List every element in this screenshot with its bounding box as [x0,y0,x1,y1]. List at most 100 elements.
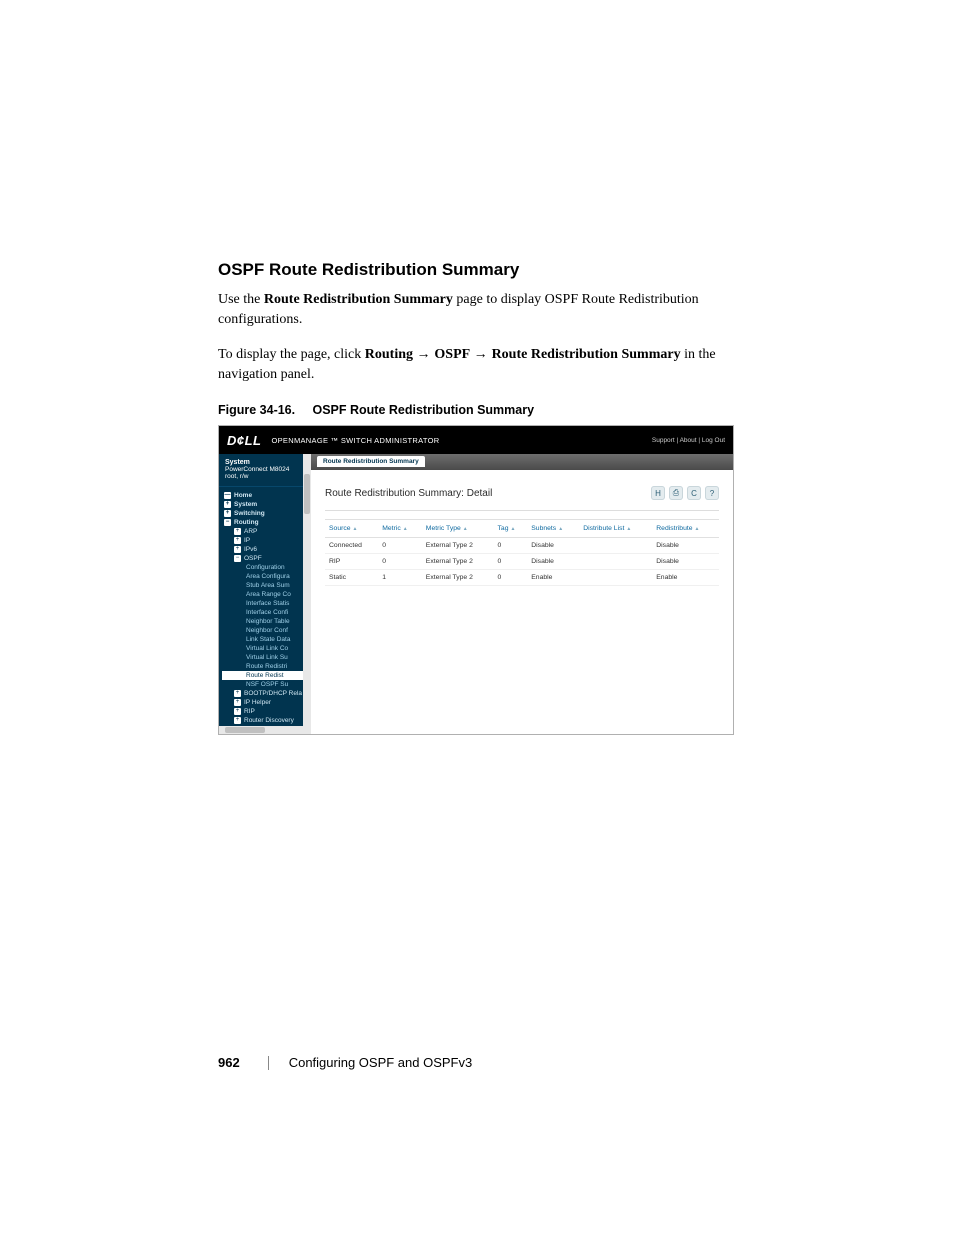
help-icon[interactable]: ? [705,486,719,500]
active-tab[interactable]: Route Redistribution Summary [317,456,425,467]
arrow-icon: → [417,345,435,361]
nav-tree-item[interactable]: −OSPF [222,554,311,563]
nav-tree-item[interactable]: —Home [222,491,311,500]
text: Use the [218,292,264,307]
nav-tree-item[interactable]: Configuration [222,563,311,572]
tree-expand-icon[interactable]: − [224,519,231,526]
nav-tree-item[interactable]: +BOOTP/DHCP Rela [222,689,311,698]
table-row: Static1External Type 20EnableEnable [325,570,719,586]
print-icon[interactable]: ⎙ [669,486,683,500]
tree-expand-icon[interactable]: + [234,717,241,724]
table-cell: RIP [325,554,378,570]
nav-tree-item[interactable]: NSF OSPF Su [222,680,311,689]
nav-tree-item[interactable]: +ARP [222,527,311,536]
nav-tree-item[interactable]: +System [222,500,311,509]
table-header[interactable]: Distribute List▲ [579,520,652,538]
nav-tree-item[interactable]: +RIP [222,707,311,716]
nav-tree-item[interactable]: Area Configura [222,572,311,581]
footer-divider [268,1056,269,1070]
text: To display the page, click [218,347,365,362]
nav-tree-item[interactable]: Area Range Co [222,590,311,599]
nav-tree-item[interactable]: Link State Data [222,635,311,644]
nav-tree-item[interactable]: +IP Helper [222,698,311,707]
nav-tree-label: Switching [234,510,265,517]
page-number: 962 [218,1055,240,1070]
table-cell: 0 [494,554,528,570]
top-links[interactable]: Support | About | Log Out [652,437,725,444]
nav-tree-item[interactable]: Route Redistri [222,662,311,671]
nav-tree-item[interactable]: +IP [222,536,311,545]
toolbar-icons: H ⎙ C? [651,486,719,500]
nav-tree-label: Link State Data [246,636,290,643]
table-header[interactable]: Metric▲ [378,520,422,538]
tree-expand-icon[interactable]: + [234,690,241,697]
tree-expand-icon[interactable]: — [224,492,231,499]
nav-tree-label: IP [244,537,250,544]
nav-tree-label: Routing [234,519,259,526]
breadcrumb-part-2: OSPF [434,347,470,362]
table-header[interactable]: Redistribute▲ [652,520,719,538]
nav-tree-item[interactable]: +IPv6 [222,545,311,554]
breadcrumb-part-1: Routing [365,347,413,362]
nav-tree-label: Configuration [246,564,285,571]
table-header[interactable]: Metric Type▲ [422,520,494,538]
nav-tree-label: IP Helper [244,699,271,706]
tree-expand-icon[interactable]: + [224,510,231,517]
nav-tree-label: IPv6 [244,546,257,553]
table-cell: Disable [652,554,719,570]
nav-tree-label: Virtual Link Su [246,654,288,661]
nav-tree-item[interactable]: Neighbor Conf [222,626,311,635]
nav-tree-item[interactable]: Interface Confi [222,608,311,617]
arrow-icon: → [474,345,492,361]
scrollbar-thumb[interactable] [225,727,265,733]
tree-expand-icon[interactable]: + [234,699,241,706]
table-cell: 0 [494,570,528,586]
table-cell: Static [325,570,378,586]
nav-tree-item[interactable]: −Routing [222,518,311,527]
table-cell: External Type 2 [422,554,494,570]
figure-title: OSPF Route Redistribution Summary [313,403,535,417]
nav-tree-label: RIP [244,708,255,715]
nav-tree-item[interactable]: Stub Area Sum [222,581,311,590]
tree-expand-icon[interactable]: + [234,708,241,715]
table-cell: 0 [378,538,422,554]
device-name: PowerConnect M8024 [225,466,305,473]
tree-expand-icon[interactable]: − [234,555,241,562]
nav-tree-label: Interface Confi [246,609,288,616]
save-icon[interactable]: H [651,486,665,500]
scrollbar-thumb[interactable] [304,474,310,514]
page-title: Route Redistribution Summary: Detail [325,488,492,499]
nav-tree-item[interactable]: Virtual Link Su [222,653,311,662]
table-row: Connected0External Type 20DisableDisable [325,538,719,554]
table-header[interactable]: Subnets▲ [527,520,579,538]
table-cell [579,538,652,554]
horizontal-scrollbar[interactable] [219,726,311,734]
tree-expand-icon[interactable]: + [234,537,241,544]
table-header[interactable]: Tag▲ [494,520,528,538]
table-cell: Disable [652,538,719,554]
nav-tree-item[interactable]: Route Redist [222,671,311,680]
nav-tree-item[interactable]: +Router Discovery [222,716,311,725]
breadcrumb-part-3: Route Redistribution Summary [492,347,681,362]
nav-tree-label: Area Range Co [246,591,291,598]
nav-tree-label: Route Redist [246,672,284,679]
table-cell: 0 [378,554,422,570]
tree-expand-icon[interactable]: + [234,546,241,553]
nav-tree-item[interactable]: Interface Statis [222,599,311,608]
nav-tree-item[interactable]: Virtual Link Co [222,644,311,653]
vertical-scrollbar[interactable] [303,454,311,734]
nav-tree-item[interactable]: +Switching [222,509,311,518]
tree-expand-icon[interactable]: + [234,528,241,535]
nav-tree-label: Home [234,492,252,499]
tree-expand-icon[interactable]: + [224,501,231,508]
nav-tree-label: Route Redistri [246,663,287,670]
nav-tree-item[interactable]: Neighbor Table [222,617,311,626]
main-panel: Route Redistribution Summary Route Redis… [311,454,733,734]
table-cell: 1 [378,570,422,586]
app-screenshot: D¢LL OPENMANAGE ™ SWITCH ADMINISTRATOR S… [218,425,734,735]
table-cell [579,554,652,570]
nav-tree[interactable]: —Home+System+Switching−Routing+ARP+IP+IP… [219,487,311,734]
nav-tree-label: Router Discovery [244,717,294,724]
refresh-icon[interactable]: C [687,486,701,500]
table-header[interactable]: Source▲ [325,520,378,538]
